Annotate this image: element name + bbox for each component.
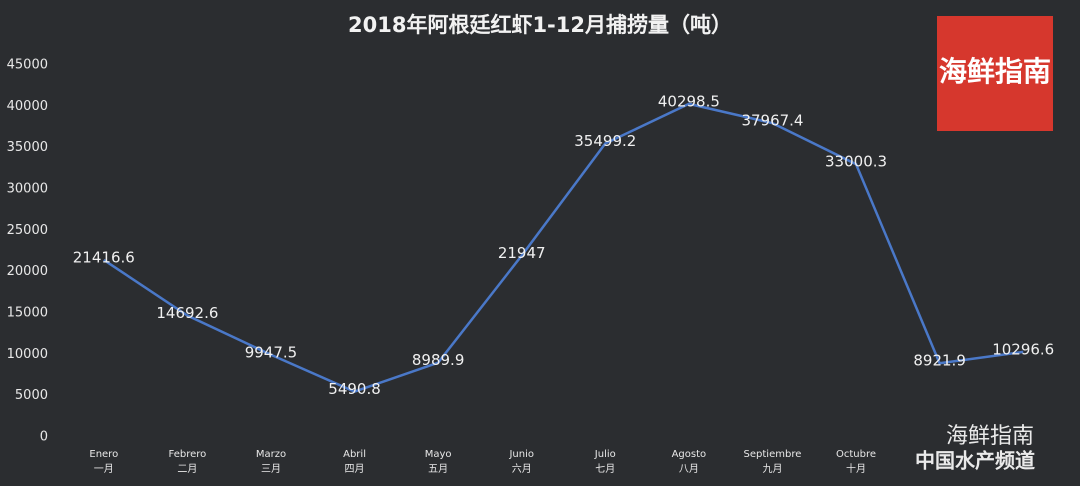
x-tick-label: Julio [594,449,616,460]
x-tick-label: 四月 [345,463,365,475]
data-label: 8921.9 [913,352,966,370]
x-tick-label: 三月 [261,463,281,475]
y-tick-label: 25000 [7,223,48,238]
y-tick-label: 5000 [15,388,48,403]
x-tick-label: Mayo [425,449,452,460]
x-tick-label: Agosto [672,449,707,460]
chart-title: 2018年阿根廷红虾1-12月捕捞量（吨） [348,13,732,37]
data-label: 21416.6 [73,248,135,266]
logo [937,16,1053,131]
x-tick-label: Septiembre [744,449,802,460]
y-tick-label: 30000 [7,182,48,197]
x-tick-label: 九月 [762,463,782,475]
data-label: 10296.6 [992,340,1054,358]
data-label: 37967.4 [741,112,803,130]
data-label: 9947.5 [245,343,298,361]
data-label: 8989.9 [412,351,465,369]
x-tick-label: Octubre [836,449,876,460]
x-tick-label: 七月 [595,463,615,475]
data-label: 40298.5 [658,92,720,110]
x-tick-label: 五月 [428,463,448,475]
y-tick-label: 35000 [7,140,48,155]
y-tick-label: 45000 [7,58,48,73]
x-tick-label: Abril [343,449,366,460]
x-tick-label: 十月 [846,462,866,475]
x-tick-label: 八月 [679,463,699,475]
x-tick-label: Febrero [168,449,206,460]
watermark: 中国水产频道 [915,449,1035,473]
data-label: 35499.2 [574,132,636,150]
x-tick-label: Enero [89,449,118,460]
data-label: 5490.8 [328,380,381,398]
y-tick-label: 0 [40,430,48,445]
x-tick-label: Marzo [256,449,286,460]
logo-text: 海鲜指南 [939,55,1051,88]
x-tick-label: 二月 [177,463,197,475]
y-tick-label: 40000 [7,99,48,114]
x-tick-label: 一月 [94,463,114,475]
data-label: 33000.3 [825,153,887,171]
y-tick-label: 20000 [7,264,48,279]
data-label: 14692.6 [156,304,218,322]
y-tick-label: 10000 [7,347,48,362]
y-tick-label: 15000 [7,306,48,321]
x-tick-label: 六月 [512,463,532,475]
x-tick-label: Junio [508,449,534,460]
watermark: 海鲜指南 [946,424,1034,449]
line [103,102,1024,393]
data-label: 21947 [498,244,546,262]
